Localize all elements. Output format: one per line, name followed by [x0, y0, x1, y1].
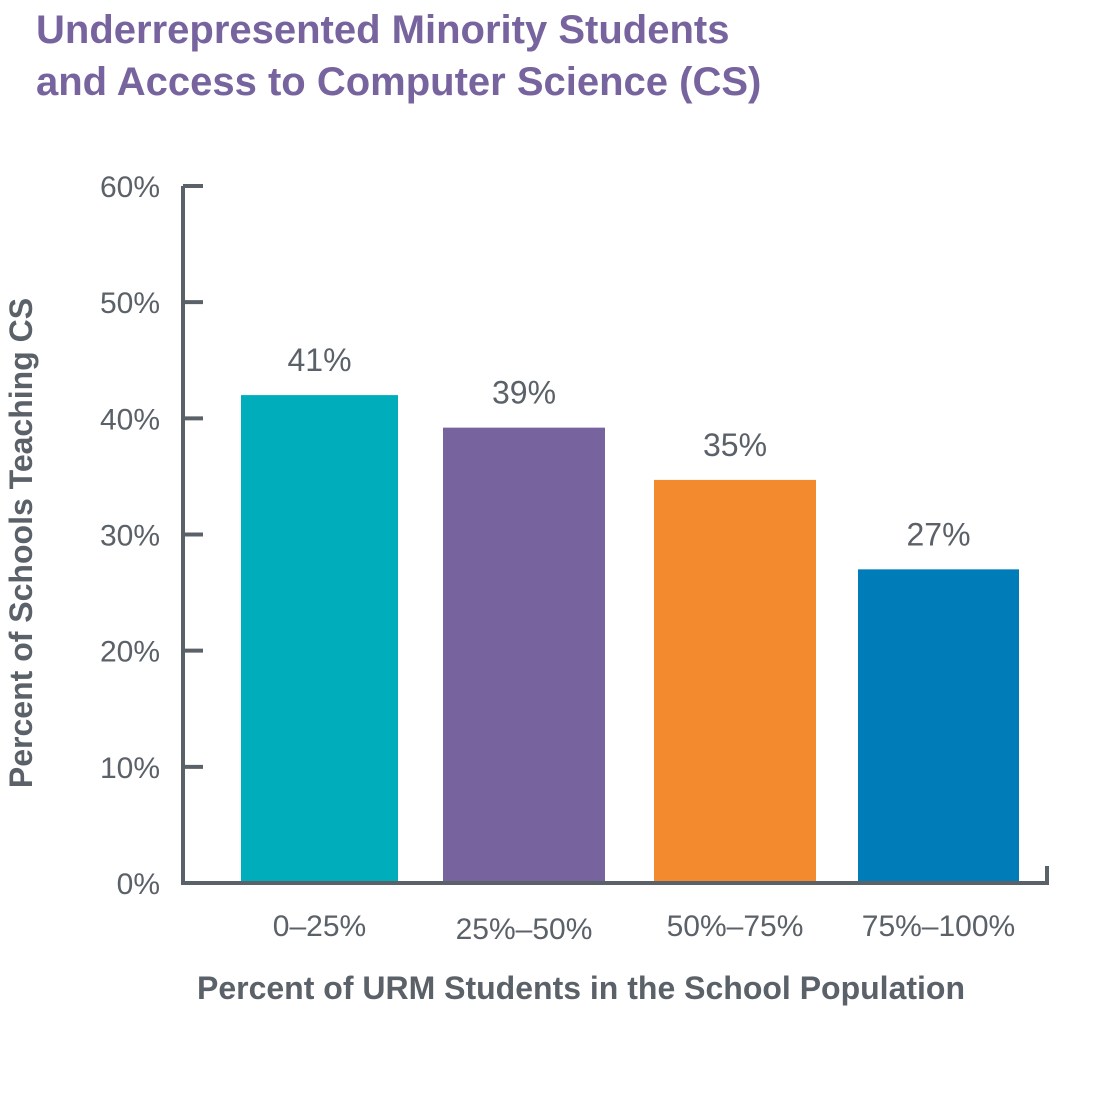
y-tick-label: 60%	[100, 171, 160, 204]
x-tick-label: 75%–100%	[862, 910, 1015, 943]
bar	[654, 479, 816, 881]
y-tick-label: 40%	[100, 403, 160, 436]
chart-title-line-2: and Access to Computer Science (CS)	[36, 60, 762, 104]
bar-value-label: 39%	[492, 375, 556, 411]
bar	[443, 427, 605, 881]
chart-title: Underrepresented Minority Students and A…	[36, 4, 1036, 108]
bar	[241, 395, 398, 881]
bar	[858, 569, 1019, 881]
x-tick-label: 50%–75%	[667, 910, 804, 943]
x-tick-label: 25%–50%	[456, 913, 593, 946]
bars	[241, 395, 1019, 881]
y-tick-label: 20%	[100, 636, 160, 669]
x-ticks: 0–25% 25%–50% 50%–75% 75%–100%	[273, 910, 1015, 946]
y-tick-label: 0%	[117, 868, 160, 901]
y-tick-label: 30%	[100, 520, 160, 553]
y-tick-label: 10%	[100, 752, 160, 785]
y-ticks: 0% 10% 20% 30% 40% 50% 60%	[100, 171, 203, 901]
chart-title-line-1: Underrepresented Minority Students	[36, 8, 730, 52]
bar-value-label: 27%	[906, 516, 970, 552]
bar-value-label: 41%	[287, 342, 351, 378]
x-tick-label: 0–25%	[273, 910, 366, 943]
y-tick-label: 50%	[100, 287, 160, 320]
x-axis-title: Percent of URM Students in the School Po…	[197, 970, 965, 1006]
y-axis-title: Percent of Schools Teaching CS	[3, 298, 39, 788]
data-labels: 41% 39% 35% 27%	[287, 342, 970, 552]
bar-value-label: 35%	[703, 427, 767, 463]
